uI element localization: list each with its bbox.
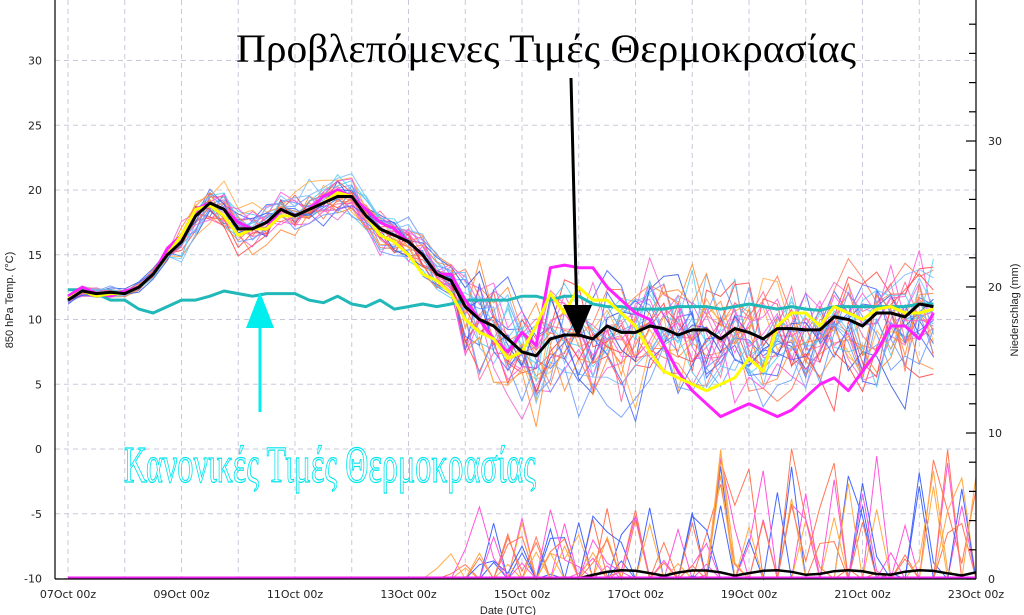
x-tick-label: 07Oct 00z (40, 588, 97, 601)
x-tick-label: 17Oct 00z (607, 588, 664, 601)
normal-annotation: Κανονικές Τιμές Θερμοκρασίας (124, 437, 536, 494)
y-axis-ticks: -10 -5 0 5 10 15 20 25 30 (24, 55, 42, 586)
x-tick-label: 21Oct 00z (834, 588, 891, 601)
x-tick-label: 09Oct 00z (153, 588, 210, 601)
y-tick-label: 30 (28, 55, 42, 68)
x-tick-label: 15Oct 00z (494, 588, 551, 601)
forecast-arrow-icon (563, 77, 592, 338)
x-tick-label: 13Oct 00z (380, 588, 437, 601)
y-tick-label: 25 (28, 119, 42, 132)
y-tick-label: -5 (31, 508, 42, 521)
y-tick-label: 15 (28, 249, 42, 262)
y2-tick-label: 0 (988, 573, 995, 586)
y-axis-label: 850 hPa Temp. (°C) (4, 252, 16, 349)
grid-lines (55, 0, 977, 579)
x-tick-label: 23Oct 00z (948, 588, 1005, 601)
y-tick-label: 20 (28, 184, 42, 197)
normal-arrow-icon (246, 292, 274, 412)
y2-axis-label: Niederschlag (mm) (1009, 264, 1021, 357)
y2-axis-ticks: 0 10 20 30 (966, 23, 1002, 586)
y2-tick-label: 20 (988, 281, 1002, 294)
y2-tick-label: 30 (988, 135, 1002, 148)
x-tick-label: 11Oct 00z (267, 588, 324, 601)
y-tick-label: 0 (35, 443, 42, 456)
x-axis-label: Date (UTC) (480, 605, 536, 615)
y-tick-label: -10 (24, 573, 42, 586)
y-tick-label: 5 (35, 378, 42, 391)
forecast-annotation: Προβλεπόμενες Τιμές Θερμοκρασίας (236, 26, 856, 71)
x-tick-label: 19Oct 00z (721, 588, 778, 601)
axes (54, 0, 977, 580)
y2-tick-label: 10 (988, 427, 1002, 440)
y-tick-label: 10 (28, 314, 42, 327)
main-series-lines (67, 188, 935, 419)
x-axis-ticks: 07Oct 00z 09Oct 00z 11Oct 00z 13Oct 00z 15Oc… (40, 588, 1005, 601)
